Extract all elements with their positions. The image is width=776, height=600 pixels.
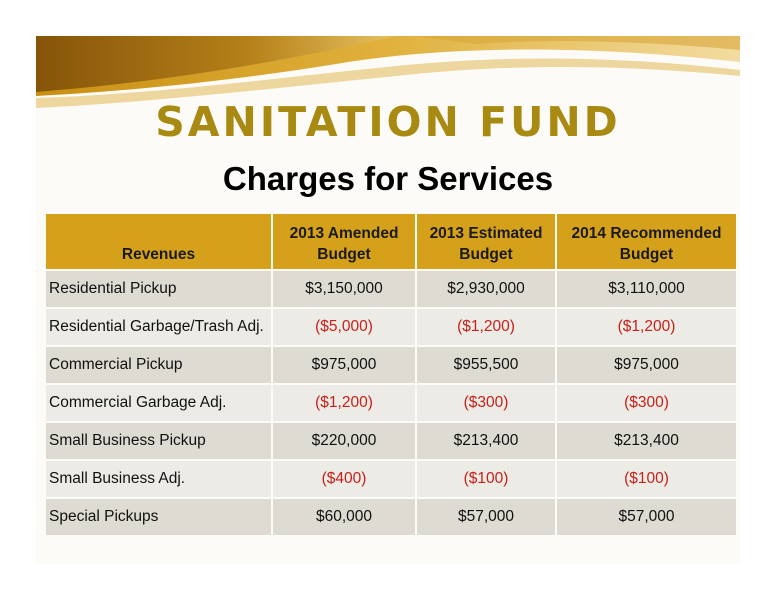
header-2013-amended: 2013 Amended Budget <box>272 214 417 270</box>
table-row: Commercial Pickup $975,000 $955,500 $975… <box>46 345 736 384</box>
row-name: Small Business Pickup <box>46 421 273 460</box>
row-name: Special Pickups <box>46 497 273 535</box>
cell-recommended: $975,000 <box>556 345 736 384</box>
header-2013-estimated-line1: 2013 Estimated <box>429 225 543 242</box>
cell-recommended: $57,000 <box>556 497 736 535</box>
row-name: Commercial Pickup <box>46 345 273 384</box>
table-row: Small Business Adj. ($400) ($100) ($100) <box>46 459 736 498</box>
table-row: Commercial Garbage Adj. ($1,200) ($300) … <box>46 383 736 422</box>
header-2013-estimated: 2013 Estimated Budget <box>416 214 557 270</box>
cell-estimated: $2,930,000 <box>416 269 557 308</box>
table-row: Residential Garbage/Trash Adj. ($5,000) … <box>46 307 736 346</box>
header-2014-recommended-line2: Budget <box>619 246 674 263</box>
header-2014-recommended: 2014 Recommended Budget <box>556 214 736 270</box>
cell-amended: $3,150,000 <box>272 269 417 308</box>
cell-amended: ($1,200) <box>272 383 417 422</box>
header-2014-recommended-line1: 2014 Recommended <box>571 225 722 242</box>
cell-estimated: $213,400 <box>416 421 557 460</box>
header-2013-amended-line2: Budget <box>317 246 371 263</box>
revenue-table: Revenues 2013 Amended Budget 2013 Estima… <box>46 214 736 535</box>
table-row: Residential Pickup $3,150,000 $2,930,000… <box>46 269 736 308</box>
decorative-swoosh <box>36 36 740 108</box>
slide: SANITATION FUND Charges for Services Rev… <box>36 36 740 564</box>
row-name: Residential Garbage/Trash Adj. <box>46 307 273 346</box>
cell-recommended: ($1,200) <box>556 307 736 346</box>
cell-estimated: ($300) <box>416 383 557 422</box>
cell-amended: ($400) <box>272 459 417 498</box>
cell-estimated: ($100) <box>416 459 557 498</box>
cell-recommended: $3,110,000 <box>556 269 736 308</box>
header-2013-estimated-line2: Budget <box>459 246 513 263</box>
table-header-row: Revenues 2013 Amended Budget 2013 Estima… <box>46 214 736 270</box>
cell-recommended: $213,400 <box>556 421 736 460</box>
cell-amended: ($5,000) <box>272 307 417 346</box>
cell-recommended: ($300) <box>556 383 736 422</box>
row-name: Commercial Garbage Adj. <box>46 383 273 422</box>
table-row: Small Business Pickup $220,000 $213,400 … <box>46 421 736 460</box>
cell-estimated: ($1,200) <box>416 307 557 346</box>
header-2013-amended-line1: 2013 Amended <box>289 225 399 242</box>
cell-amended: $220,000 <box>272 421 417 460</box>
table-row: Special Pickups $60,000 $57,000 $57,000 <box>46 497 736 535</box>
cell-amended: $975,000 <box>272 345 417 384</box>
header-revenues: Revenues <box>46 214 273 270</box>
row-name: Small Business Adj. <box>46 459 273 498</box>
cell-estimated: $955,500 <box>416 345 557 384</box>
cell-recommended: ($100) <box>556 459 736 498</box>
row-name: Residential Pickup <box>46 269 273 308</box>
page-title: SANITATION FUND <box>155 98 621 146</box>
cell-estimated: $57,000 <box>416 497 557 535</box>
header-revenues-label: Revenues <box>121 246 196 263</box>
page-subtitle: Charges for Services <box>222 160 554 197</box>
cell-amended: $60,000 <box>272 497 417 535</box>
